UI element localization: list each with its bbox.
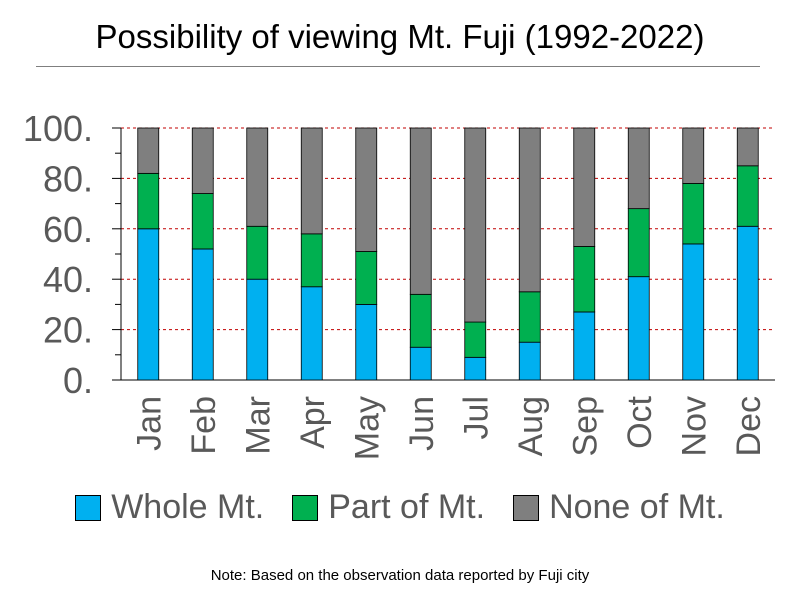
bar-jan-whole-mt: [137, 228, 160, 381]
footnote: Note: Based on the observation data repo…: [210, 567, 590, 584]
bar-nov-none-of-mt: [682, 127, 705, 184]
bar-oct-part-of-mt: [627, 208, 650, 278]
chart-title: Possibility of viewing Mt. Fuji (1992-20…: [95, 18, 705, 55]
x-tick-label: Dec: [730, 396, 768, 456]
x-tick-label: Apr: [294, 396, 332, 449]
bar-jun-whole-mt: [409, 346, 432, 381]
bar-may-whole-mt: [355, 303, 378, 381]
y-tick-label: 40.: [43, 259, 93, 300]
x-tick-label: Jul: [457, 396, 495, 439]
bar-may-none-of-mt: [355, 127, 378, 252]
bar-oct-whole-mt: [627, 276, 650, 381]
y-tick-label: 0.: [63, 360, 93, 401]
y-tick-label: 60.: [43, 209, 93, 250]
x-tick-label: Sep: [566, 396, 604, 457]
legend-label: None of Mt.: [549, 488, 725, 526]
legend-label: Part of Mt.: [328, 488, 486, 526]
y-tick-label: 80.: [43, 158, 93, 199]
bar-jun-part-of-mt: [409, 293, 432, 348]
bar-jun-none-of-mt: [409, 127, 432, 295]
x-tick-label: May: [348, 396, 386, 460]
bar-jan-part-of-mt: [137, 172, 160, 230]
bar-aug-none-of-mt: [518, 127, 541, 293]
bar-jul-none-of-mt: [464, 127, 487, 323]
bar-mar-part-of-mt: [246, 225, 269, 280]
bar-dec-none-of-mt: [736, 127, 759, 167]
legend-item: None of Mt.: [513, 488, 725, 527]
y-tick-label: 20.: [43, 310, 93, 351]
bar-feb-part-of-mt: [191, 193, 214, 250]
x-tick-label: Feb: [185, 396, 223, 455]
bar-mar-whole-mt: [246, 278, 269, 381]
bar-mar-none-of-mt: [246, 127, 269, 227]
bar-apr-whole-mt: [300, 286, 323, 381]
bar-dec-part-of-mt: [736, 165, 759, 227]
y-tick-label: 100.: [23, 108, 93, 149]
legend-label: Whole Mt.: [111, 488, 265, 526]
bar-sep-part-of-mt: [573, 246, 596, 313]
bar-sep-whole-mt: [573, 311, 596, 381]
x-tick-label: Aug: [512, 396, 550, 457]
legend-item: Part of Mt.: [292, 488, 485, 527]
bar-sep-none-of-mt: [573, 127, 596, 247]
legend: Whole Mt. Part of Mt. None of Mt.: [0, 488, 800, 527]
bar-jul-whole-mt: [464, 356, 487, 381]
legend-swatch: [75, 494, 102, 521]
bar-nov-whole-mt: [682, 243, 705, 381]
bar-may-part-of-mt: [355, 251, 378, 305]
bar-feb-none-of-mt: [191, 127, 214, 194]
x-tick-label: Nov: [675, 396, 713, 456]
bar-oct-none-of-mt: [627, 127, 650, 210]
legend-item: Whole Mt.: [75, 488, 264, 527]
x-tick-label: Jan: [130, 396, 168, 451]
bar-jan-none-of-mt: [137, 127, 160, 174]
bar-apr-part-of-mt: [300, 233, 323, 288]
x-tick-label: Jun: [403, 396, 441, 451]
bar-nov-part-of-mt: [682, 183, 705, 245]
legend-swatch: [513, 494, 540, 521]
bar-jul-part-of-mt: [464, 321, 487, 358]
bar-aug-whole-mt: [518, 341, 541, 381]
bar-apr-none-of-mt: [300, 127, 323, 235]
bar-aug-part-of-mt: [518, 291, 541, 343]
title-divider: [36, 66, 760, 67]
x-tick-label: Mar: [239, 396, 277, 455]
x-tick-label: Oct: [621, 395, 659, 448]
bar-dec-whole-mt: [736, 225, 759, 381]
bar-feb-whole-mt: [191, 248, 214, 381]
legend-swatch: [292, 494, 319, 521]
